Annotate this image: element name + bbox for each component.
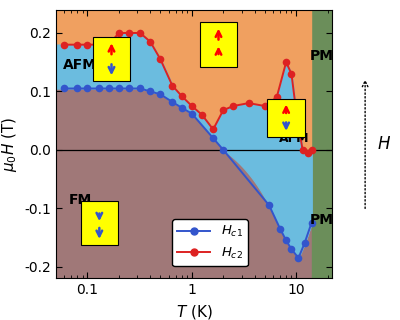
- Bar: [80, 201, 118, 245]
- Text: PM: PM: [310, 49, 334, 63]
- Legend: $H_{c1}$, $H_{c2}$: $H_{c1}$, $H_{c2}$: [172, 219, 248, 267]
- Text: $H$: $H$: [378, 135, 392, 153]
- Text: AFM: AFM: [279, 132, 309, 145]
- Text: PM: PM: [310, 213, 334, 227]
- Polygon shape: [56, 10, 312, 153]
- Text: FM: FM: [216, 41, 239, 55]
- Bar: [200, 22, 237, 67]
- Text: AFM: AFM: [63, 58, 97, 72]
- Bar: [267, 99, 305, 137]
- X-axis label: $T$ (K): $T$ (K): [176, 303, 212, 320]
- Bar: [93, 37, 130, 82]
- Y-axis label: $\mu_0 H$ (T): $\mu_0 H$ (T): [0, 116, 19, 172]
- Text: FM: FM: [68, 193, 92, 206]
